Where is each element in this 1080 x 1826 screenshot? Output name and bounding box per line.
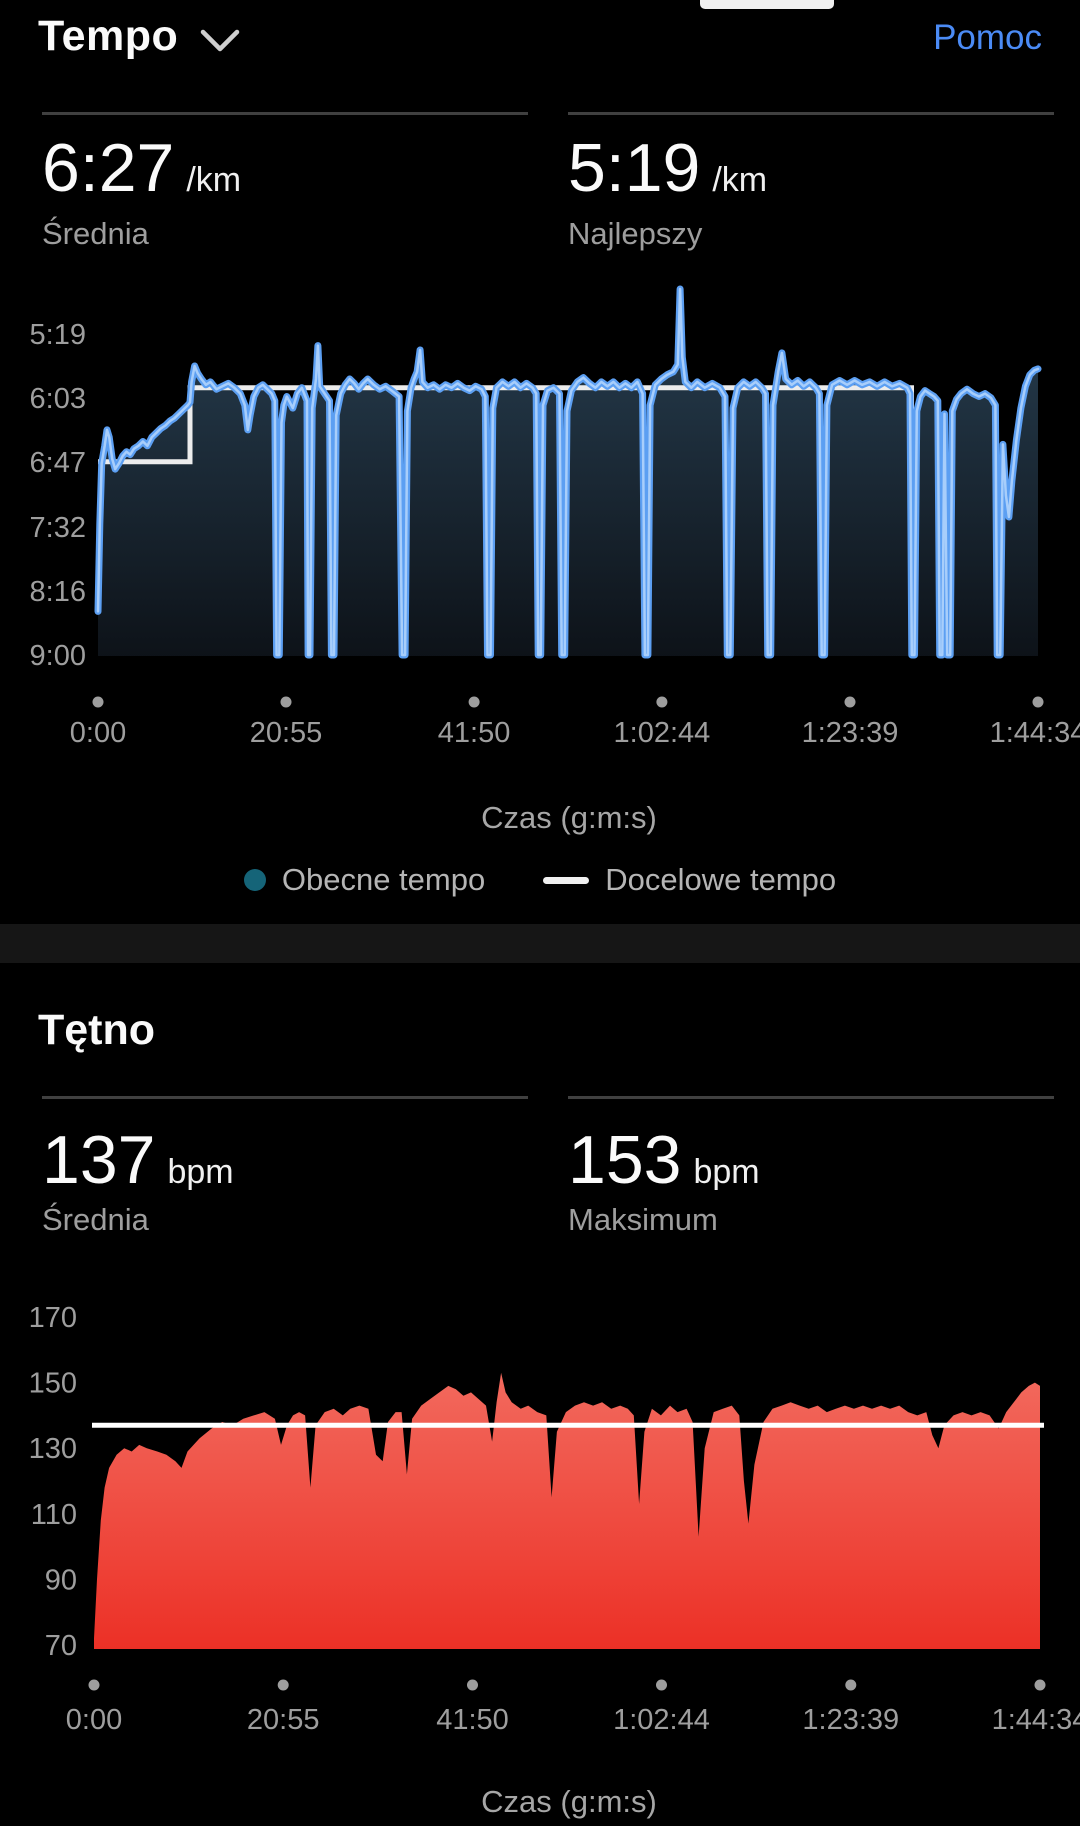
y-tick-label: 130	[29, 1433, 77, 1465]
hr-y-axis-labels: 170 150 130 110 90 70	[29, 1302, 77, 1662]
x-tick-label: 41:50	[438, 717, 511, 749]
pace-chart: 5:19 6:03 6:47 7:32 8:16 9:00 0:00 20:55 41:50 1…	[30, 285, 1080, 835]
max-hr-unit: bpm	[693, 1153, 760, 1191]
legend-item-target-pace: Docelowe tempo	[543, 862, 836, 898]
max-hr-label: Maksimum	[568, 1202, 718, 1237]
divider	[568, 1096, 1054, 1099]
pace-x-axis-title: Czas (g:m:s)	[481, 800, 657, 835]
x-tick-dot	[656, 696, 668, 708]
divider	[42, 112, 528, 115]
hr-x-axis-title: Czas (g:m:s)	[481, 1784, 657, 1819]
pace-legend: Obecne tempo Docelowe tempo	[0, 862, 1080, 898]
x-tick-dot	[468, 696, 480, 708]
best-pace-stat: 5:19 /km	[568, 134, 767, 202]
legend-label: Docelowe tempo	[605, 862, 837, 897]
top-handle	[700, 0, 834, 9]
x-tick-label: 1:02:44	[613, 1704, 710, 1736]
pace-x-axis-ticks: 0:00 20:55 41:50 1:02:44 1:23:39 1:44:34	[70, 696, 1080, 749]
y-tick-label: 8:16	[30, 576, 86, 608]
heart-rate-area-fill	[94, 1372, 1040, 1649]
x-tick-dot	[467, 1679, 478, 1691]
y-tick-label: 170	[29, 1302, 77, 1334]
avg-pace-stat: 6:27 /km	[42, 134, 241, 202]
x-tick-label: 0:00	[66, 1704, 122, 1736]
y-tick-label: 110	[31, 1499, 77, 1531]
legend-item-current-pace: Obecne tempo	[243, 862, 486, 898]
x-tick-label: 1:44:34	[990, 717, 1080, 749]
current-pace-dot-icon	[243, 869, 266, 891]
x-tick-label: 41:50	[436, 1704, 509, 1736]
y-tick-label: 6:47	[30, 447, 86, 479]
x-tick-dot	[1034, 1679, 1046, 1691]
avg-hr-value: 137	[42, 1122, 156, 1198]
x-tick-label: 1:23:39	[802, 1704, 899, 1736]
x-tick-dot	[92, 696, 104, 708]
avg-pace-value: 6:27	[42, 130, 175, 206]
x-tick-dot	[277, 1679, 289, 1691]
x-tick-dot	[88, 1679, 100, 1691]
x-tick-dot	[656, 1679, 667, 1691]
section-divider	[0, 924, 1080, 963]
best-pace-unit: /km	[712, 161, 768, 199]
pace-y-axis-labels: 5:19 6:03 6:47 7:32 8:16 9:00	[30, 319, 86, 672]
x-tick-label: 1:23:39	[802, 717, 899, 749]
x-tick-dot	[280, 696, 292, 708]
hr-x-axis-ticks: 0:00 20:55 41:50 1:02:44 1:23:39 1:44:34	[66, 1679, 1080, 1736]
max-hr-value: 153	[568, 1122, 682, 1198]
avg-pace-label: Średnia	[42, 216, 149, 251]
y-tick-label: 6:03	[30, 383, 86, 415]
y-tick-label: 7:32	[30, 512, 86, 544]
target-pace-dash-icon	[543, 876, 590, 884]
heart-rate-section-title: Tętno	[38, 1006, 156, 1054]
x-tick-label: 20:55	[250, 717, 323, 749]
divider	[568, 112, 1054, 115]
help-link[interactable]: Pomoc	[933, 18, 1042, 57]
heart-rate-chart: 170 150 130 110 90 70 0:00 20:55 41:50 1:02:44 1:…	[29, 1302, 1080, 1819]
y-tick-label: 150	[29, 1368, 77, 1400]
current-pace-line-highlight	[96, 287, 1040, 657]
chevron-down-icon[interactable]	[200, 28, 240, 54]
avg-pace-unit: /km	[186, 161, 242, 199]
metric-dropdown[interactable]: Tempo	[38, 12, 178, 61]
legend-label: Obecne tempo	[281, 862, 486, 897]
y-tick-label: 9:00	[30, 640, 86, 672]
x-tick-dot	[844, 696, 856, 708]
max-hr-stat: 153 bpm	[568, 1126, 760, 1194]
avg-hr-stat: 137 bpm	[42, 1126, 234, 1194]
x-tick-label: 1:44:34	[992, 1704, 1080, 1736]
best-pace-value: 5:19	[568, 130, 701, 206]
x-tick-dot	[1032, 696, 1044, 708]
x-tick-label: 20:55	[247, 1704, 320, 1736]
x-tick-label: 0:00	[70, 717, 126, 749]
avg-hr-label: Średnia	[42, 1202, 149, 1237]
avg-hr-unit: bpm	[167, 1153, 234, 1191]
x-tick-dot	[845, 1679, 857, 1691]
page-title: Tempo	[38, 12, 179, 60]
x-tick-label: 1:02:44	[614, 717, 711, 749]
y-tick-label: 5:19	[30, 319, 86, 351]
divider	[42, 1096, 528, 1099]
y-tick-label: 90	[45, 1564, 77, 1596]
y-tick-label: 70	[45, 1630, 77, 1662]
best-pace-label: Najlepszy	[568, 216, 703, 251]
